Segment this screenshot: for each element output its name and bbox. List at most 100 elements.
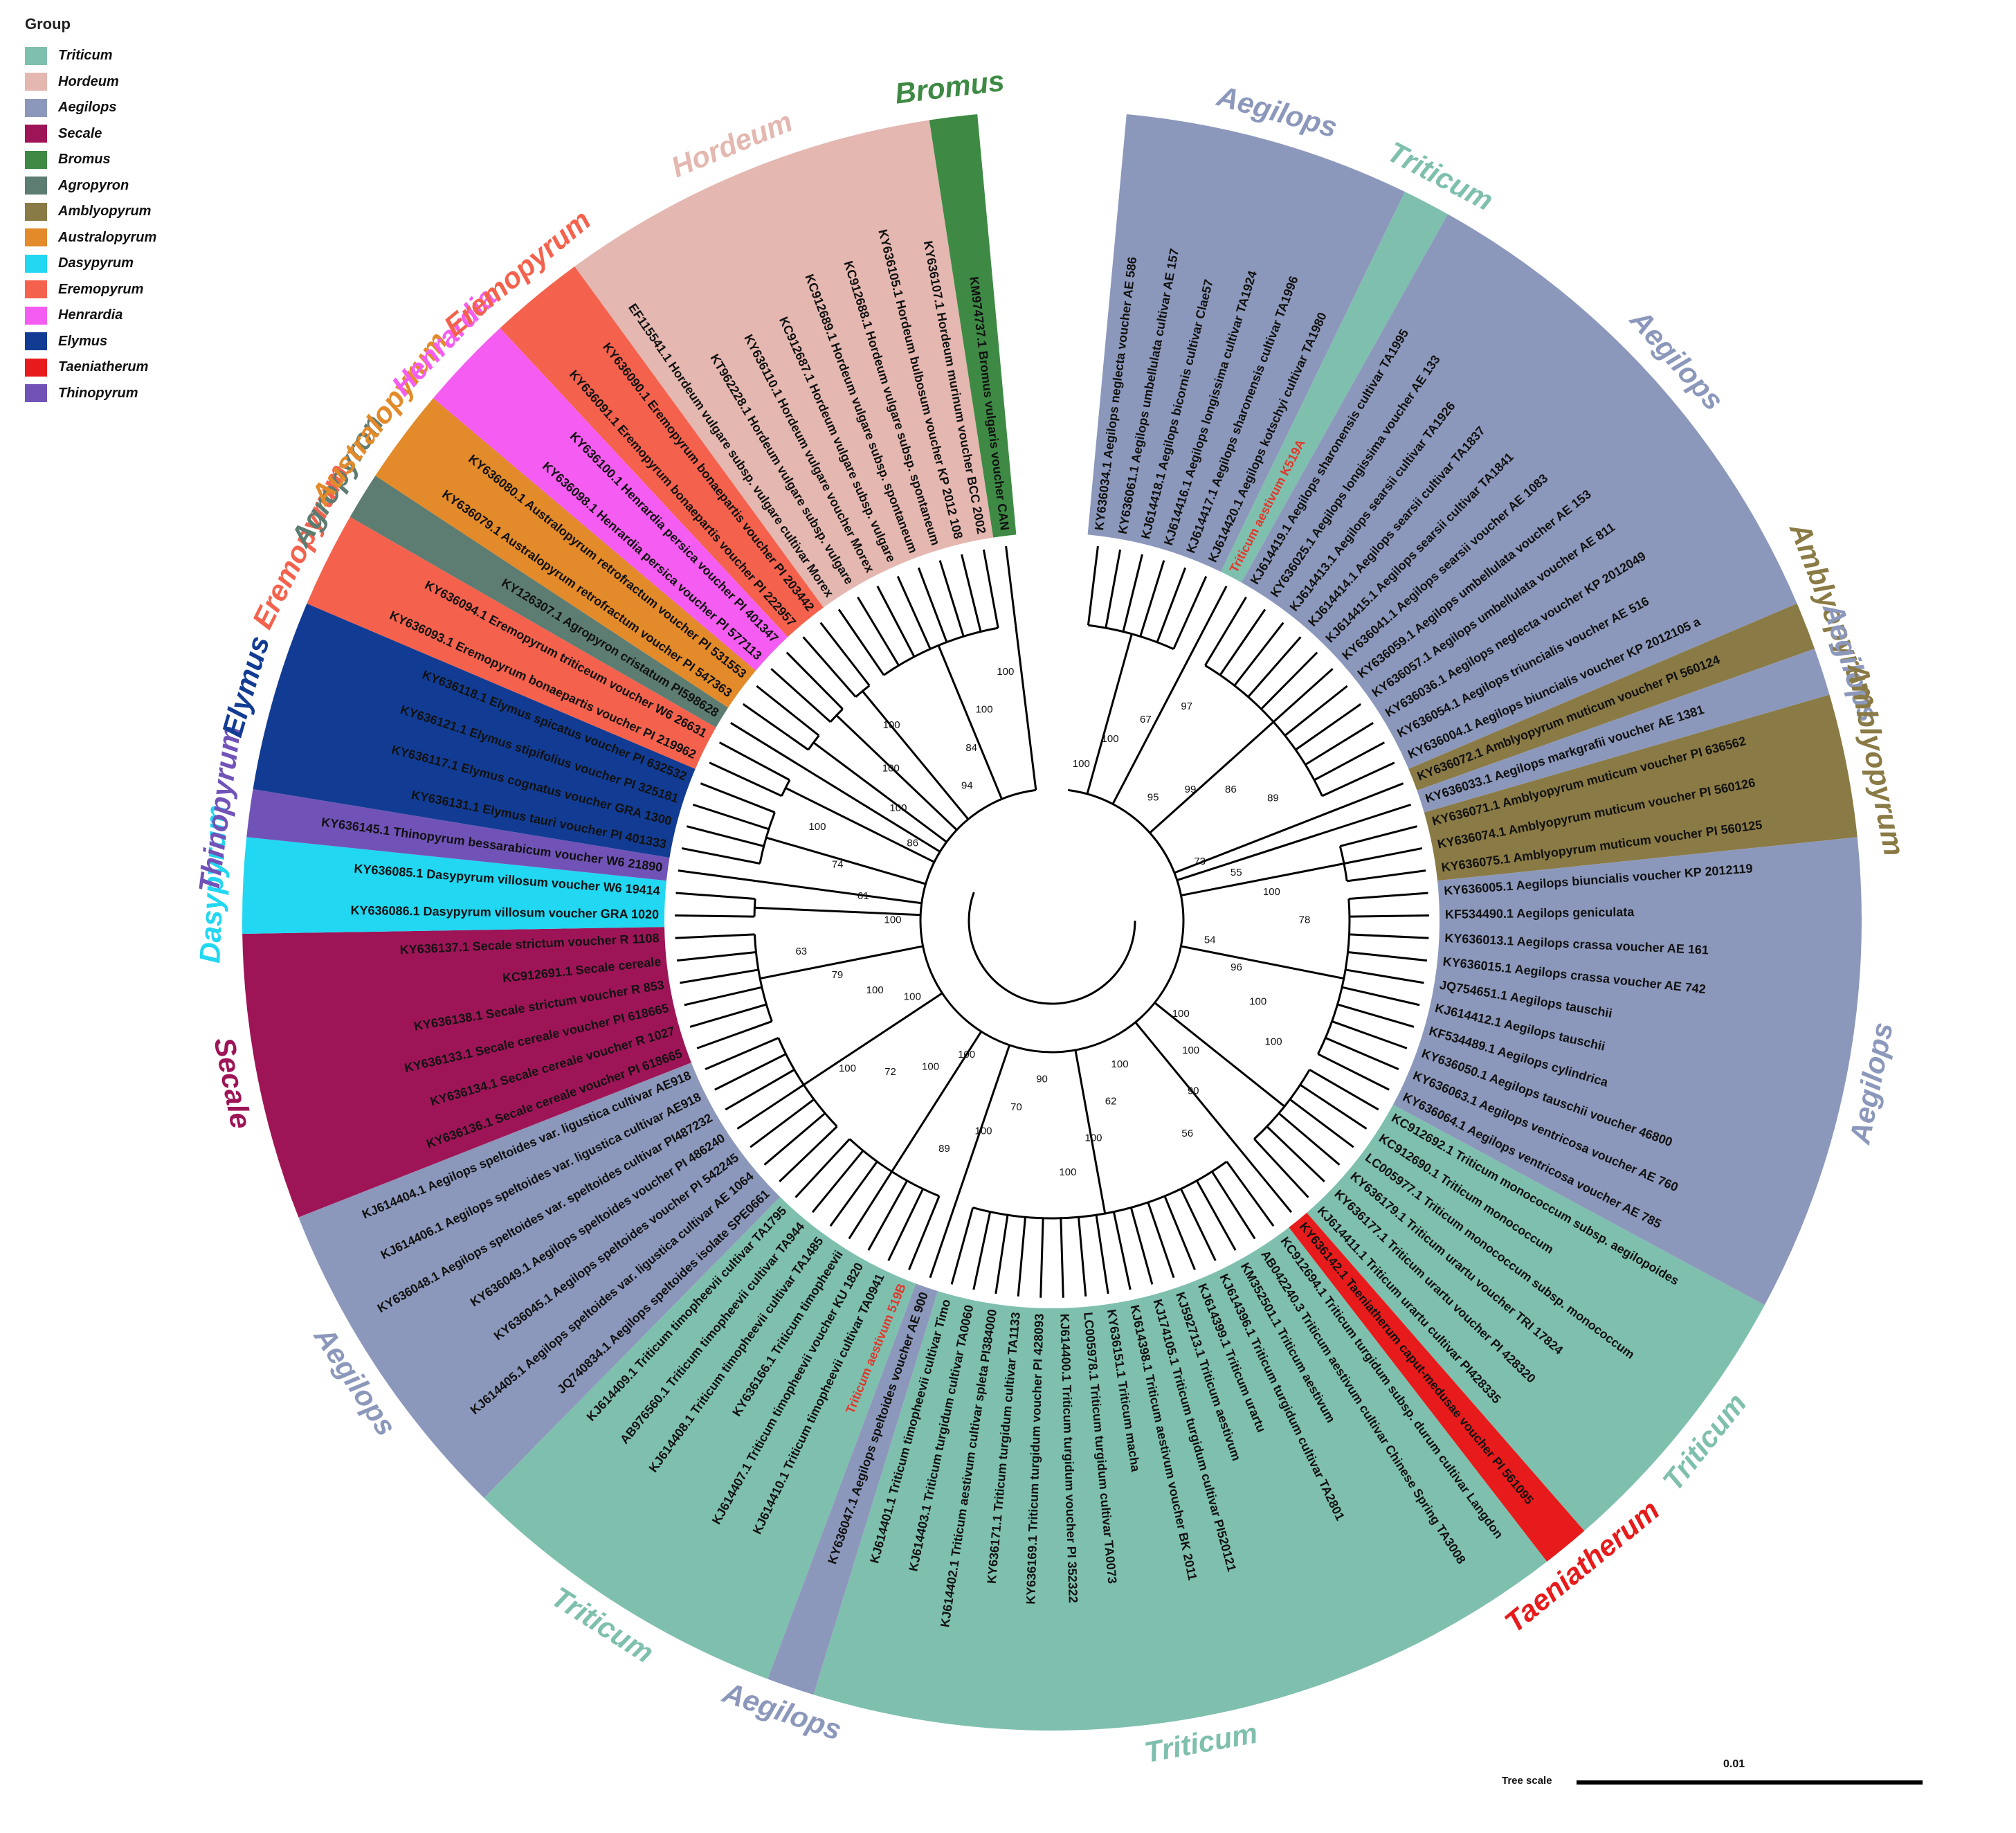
tip-branch <box>730 722 799 766</box>
legend-swatch <box>25 73 47 91</box>
tip-branch <box>867 1180 909 1251</box>
clade-sector <box>1392 837 1862 1306</box>
clade-sector <box>500 266 824 638</box>
clade-group-label: Triticum <box>1142 1716 1260 1769</box>
legend-item: Hordeum <box>25 69 156 96</box>
tip-branch <box>950 1207 974 1285</box>
clade-stem <box>1111 656 1191 805</box>
clade-arc <box>1253 1069 1311 1140</box>
tip-branch <box>1314 741 1386 782</box>
legend-swatch <box>25 358 47 377</box>
legend-swatch <box>25 384 47 403</box>
bootstrap-value: 86 <box>1225 784 1237 795</box>
clade-arc <box>1317 899 1351 1055</box>
bootstrap-value: 89 <box>1267 792 1279 804</box>
tip-branch <box>1295 703 1362 751</box>
tip-branch <box>1163 1195 1196 1270</box>
bootstrap-value: 100 <box>882 762 900 774</box>
tree-scale-title: Tree scale <box>1502 1775 1552 1787</box>
clade-stem <box>785 786 935 863</box>
tip-branch <box>689 1003 767 1028</box>
bootstrap-value: 100 <box>976 703 993 715</box>
bootstrap-value: 73 <box>1194 856 1206 867</box>
tip-branch <box>785 651 844 710</box>
legend-label: Elymus <box>58 333 108 349</box>
tip-branch <box>692 803 770 831</box>
tip-branch <box>1348 892 1428 900</box>
tip-branch <box>705 1037 779 1071</box>
tip-branch <box>802 636 857 698</box>
tip-branch <box>725 1069 795 1111</box>
clade-sector <box>929 114 1017 538</box>
bootstrap-value: 95 <box>1147 791 1159 803</box>
tip-branch <box>714 1053 787 1091</box>
legend-item: Triticum <box>25 43 156 69</box>
legend-item: Australopyrum <box>25 225 156 251</box>
clade-stem <box>937 644 1003 800</box>
clade-stem <box>835 714 958 831</box>
bootstrap-value: 74 <box>832 859 844 871</box>
tip-branch <box>1309 1069 1379 1111</box>
tip-branch <box>887 1188 924 1261</box>
clade-arc <box>829 708 844 723</box>
clade-sector <box>242 837 666 934</box>
clade-sector <box>1087 114 1405 572</box>
bootstrap-value: 61 <box>857 890 869 902</box>
tip-branch <box>779 1126 838 1182</box>
clade-sector <box>307 516 716 769</box>
tip-branch <box>1328 782 1404 813</box>
tip-branch <box>794 1138 851 1198</box>
tip-branch <box>709 761 783 797</box>
inner-arc <box>968 892 1136 1005</box>
legend-swatch <box>25 306 47 325</box>
bootstrap-value: 100 <box>1111 1058 1129 1070</box>
clade-sector <box>298 1063 781 1499</box>
clade-stem <box>1074 1049 1107 1214</box>
tip-branch <box>1289 1098 1354 1148</box>
bootstrap-value: 56 <box>1181 1128 1193 1139</box>
tip-branch <box>742 703 809 751</box>
tree-scale: Tree scale 0.01 <box>1502 1758 1931 1800</box>
tip-branch <box>1284 685 1348 737</box>
legend-item: Henrardia <box>25 303 156 329</box>
bootstrap-value: 100 <box>1249 995 1266 1007</box>
tip-branch <box>696 1020 772 1049</box>
bootstrap-value: 94 <box>961 779 973 791</box>
tip-branch <box>972 1211 992 1290</box>
clade-sector <box>1241 214 1797 769</box>
tip-branch <box>1278 1112 1341 1166</box>
clade-sector <box>1408 603 1815 791</box>
tip-branch <box>1266 1126 1325 1182</box>
tip-branch <box>678 869 758 883</box>
legend-label: Agropyron <box>58 177 129 193</box>
clade-stem <box>759 945 923 980</box>
tip-branch <box>1039 1218 1044 1298</box>
tip-branch <box>1339 825 1418 847</box>
clade-sector <box>484 1197 916 1679</box>
clade-group-label: Secale <box>208 1035 257 1132</box>
tip-branch <box>1299 1083 1368 1130</box>
legend-label: Eremopyrum <box>58 281 144 297</box>
legend-swatch <box>25 46 47 65</box>
bootstrap-value: 67 <box>1140 714 1152 725</box>
tip-branch <box>995 1214 1009 1294</box>
tip-branch <box>848 1171 893 1240</box>
tip-branch <box>1260 651 1318 710</box>
tip-branch <box>1346 869 1426 883</box>
legend-label: Hordeum <box>58 73 119 89</box>
bootstrap-value: 84 <box>965 742 977 754</box>
bootstrap-value: 100 <box>958 1049 975 1060</box>
tip-branch <box>736 1083 805 1130</box>
legend-label: Bromus <box>58 152 111 168</box>
legend-item: Agropyron <box>25 173 156 199</box>
clade-stem <box>1181 863 1345 897</box>
tip-branch <box>1211 1171 1256 1240</box>
tip-branch <box>675 933 755 939</box>
tip-branch <box>1060 1218 1064 1298</box>
tip-branch <box>1204 596 1247 667</box>
clade-sectors <box>242 114 1862 1731</box>
clade-stem <box>798 764 941 853</box>
legend-label: Secale <box>58 125 102 141</box>
legend-label: Australopyrum <box>58 229 157 245</box>
